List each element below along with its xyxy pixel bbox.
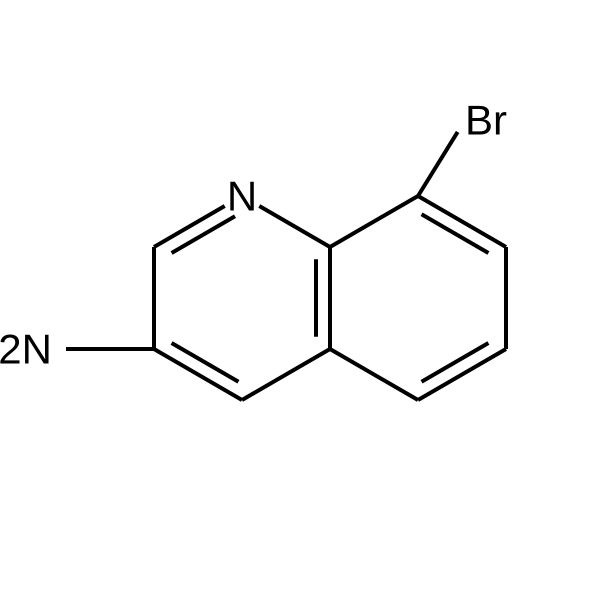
bond-line (330, 349, 418, 400)
chemical-structure: N H2N Br (0, 0, 600, 600)
atom-label-br: Br (465, 97, 507, 144)
bond-line (330, 196, 418, 247)
bond-line (242, 349, 330, 400)
bond-line (418, 132, 458, 196)
bond-line (172, 343, 239, 382)
bond-line (259, 206, 330, 247)
bond-line (422, 214, 489, 253)
atom-label-n: N (227, 173, 257, 220)
bond-line (422, 343, 489, 382)
atom-label-h2n: H2N (0, 326, 52, 373)
bond-line (172, 216, 235, 253)
